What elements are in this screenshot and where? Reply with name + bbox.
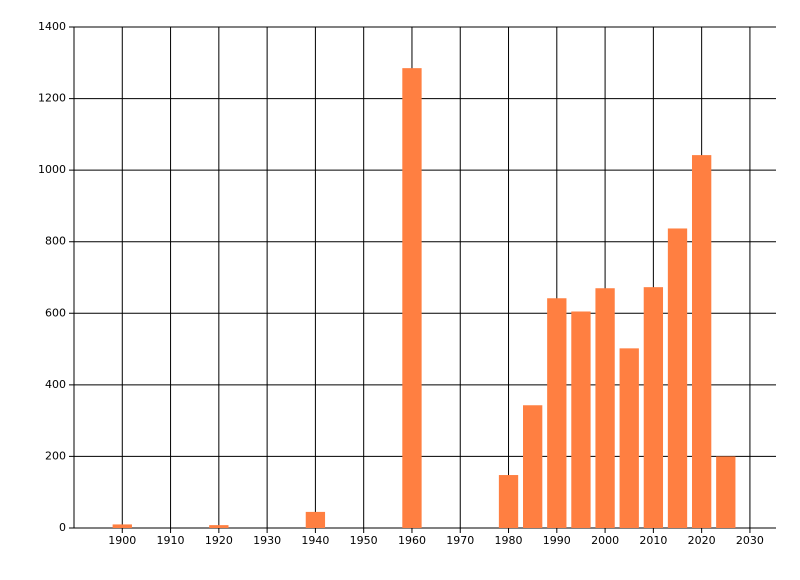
x-tick-label: 1950 xyxy=(350,534,378,547)
x-tick-label: 1910 xyxy=(157,534,185,547)
x-tick-label: 1940 xyxy=(301,534,329,547)
bar xyxy=(498,475,519,528)
y-tick-label: 1000 xyxy=(38,163,66,176)
bar xyxy=(209,525,229,528)
bar xyxy=(523,405,543,528)
x-tick-label: 2020 xyxy=(688,534,716,547)
x-tick-label: 2030 xyxy=(736,534,764,547)
bar xyxy=(691,155,712,528)
y-tick-label: 600 xyxy=(45,306,66,319)
bar xyxy=(402,68,422,529)
bar xyxy=(571,311,591,528)
x-tick-label: 1990 xyxy=(543,534,571,547)
x-tick-label: 1920 xyxy=(205,534,233,547)
bar xyxy=(619,348,639,528)
x-tick-label: 1980 xyxy=(495,534,523,547)
y-tick-label: 400 xyxy=(45,378,66,391)
bar xyxy=(667,228,688,528)
y-tick-label: 1400 xyxy=(38,20,66,33)
bar xyxy=(643,287,664,528)
y-tick-label: 1200 xyxy=(38,92,66,105)
bar xyxy=(547,298,567,528)
x-tick-label: 1930 xyxy=(253,534,281,547)
x-tick-label: 1960 xyxy=(398,534,426,547)
y-tick-label: 200 xyxy=(45,449,66,462)
x-tick-label: 1900 xyxy=(108,534,136,547)
x-tick-label: 2010 xyxy=(639,534,667,547)
y-tick-label: 0 xyxy=(59,521,66,534)
x-tick-label: 2000 xyxy=(591,534,619,547)
bar xyxy=(305,511,326,528)
y-tick-label: 800 xyxy=(45,235,66,248)
bar xyxy=(716,456,736,528)
x-tick-label: 1970 xyxy=(446,534,474,547)
bar xyxy=(112,524,132,528)
bar xyxy=(595,288,615,528)
